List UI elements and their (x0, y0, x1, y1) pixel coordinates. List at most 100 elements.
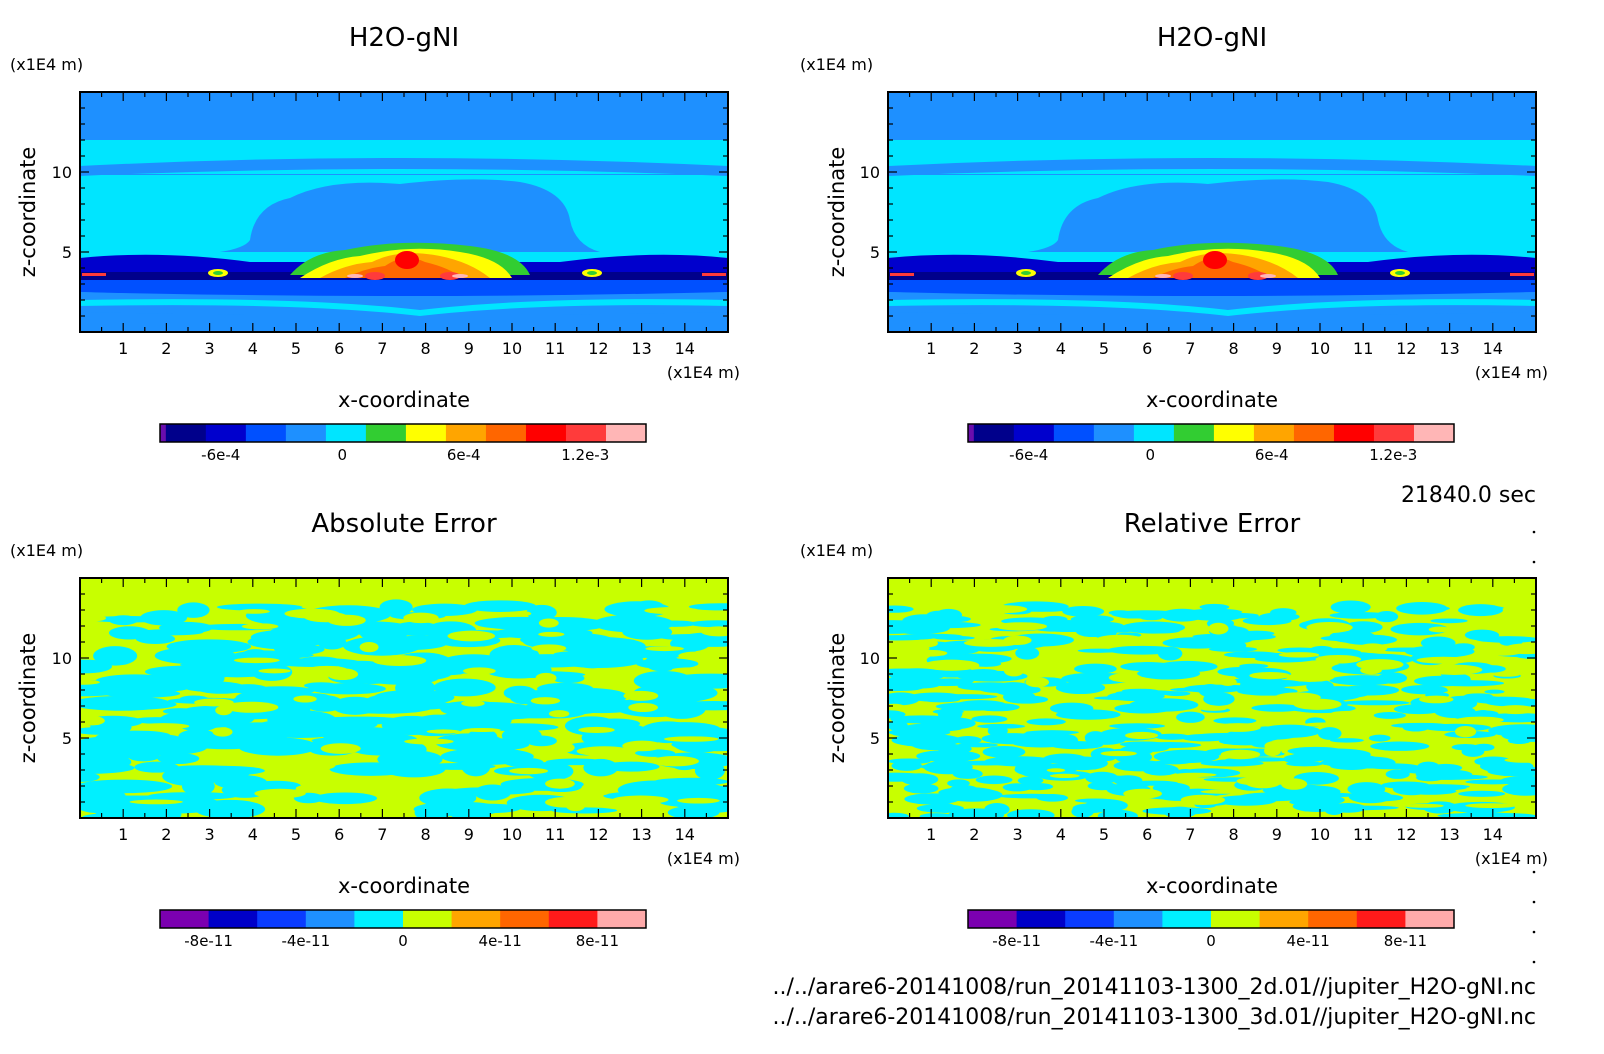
error-blob (1416, 656, 1471, 664)
error-blob (1050, 694, 1086, 703)
error-blob (295, 783, 341, 793)
x-tick-label: 3 (1013, 339, 1023, 358)
colorbar-swatch (968, 424, 975, 442)
field-region (80, 292, 728, 315)
y-unit-label: (x1E4 m) (800, 541, 873, 560)
error-blob (1095, 634, 1145, 646)
x-tick-label: 4 (1056, 825, 1066, 844)
error-blob (888, 686, 919, 692)
colorbar-tick-label: 8e-11 (576, 932, 619, 950)
x-tick-label: 4 (248, 825, 258, 844)
x-tick-label: 5 (291, 825, 301, 844)
error-blob (1180, 794, 1226, 805)
x-tick-label: 1 (926, 825, 936, 844)
x-tick-label: 9 (464, 825, 474, 844)
y-unit-label: (x1E4 m) (800, 55, 873, 74)
x-tick-label: 11 (545, 339, 565, 358)
error-blob (1503, 643, 1536, 655)
field-core (587, 271, 597, 275)
error-blob (659, 633, 721, 641)
error-blob (194, 799, 266, 818)
error-blob (420, 762, 496, 770)
y-axis-label: z-coordinate (16, 633, 40, 764)
error-blob (678, 651, 718, 661)
error-blob (575, 790, 609, 797)
colorbar-tick-label: 4e-11 (1287, 932, 1330, 950)
error-blob (1404, 645, 1475, 658)
x-tick-label: 14 (675, 825, 695, 844)
error-blob (590, 718, 641, 729)
error-blob (1108, 673, 1142, 683)
heatmap-field (888, 578, 1536, 818)
field-core (1155, 274, 1171, 278)
error-blob (1125, 731, 1159, 740)
error-blob (238, 737, 318, 756)
field-core (440, 272, 460, 280)
colorbar-swatch (1213, 424, 1255, 442)
x-tick-label: 10 (502, 339, 522, 358)
field-region (220, 179, 600, 252)
source-file-2d: ../../arare6-20141008/run_20141103-1300_… (772, 975, 1536, 1000)
x-axis-label: x-coordinate (1146, 874, 1278, 898)
error-blob (1208, 646, 1258, 652)
error-blob (1199, 603, 1230, 611)
error-blob (899, 669, 951, 677)
error-blob (1347, 782, 1386, 796)
field-region (80, 299, 728, 316)
x-tick-label: 4 (1056, 339, 1066, 358)
error-blob (923, 659, 980, 671)
error-blob (984, 803, 1010, 816)
colorbar-swatch (525, 424, 567, 442)
x-tick-label: 7 (1185, 339, 1195, 358)
colorbar-swatch (1016, 910, 1066, 928)
error-blob (80, 614, 107, 622)
colorbar-tick-label: -4e-11 (1089, 932, 1138, 950)
error-blob (372, 655, 427, 667)
colorbar-swatch (973, 424, 1015, 442)
colorbar-swatch (257, 910, 307, 928)
error-blob (258, 668, 291, 674)
colorbar-swatch (1356, 910, 1406, 928)
error-blob (983, 605, 1028, 614)
field-core (702, 273, 726, 276)
error-blob (1154, 733, 1190, 740)
error-blob (1119, 741, 1166, 748)
error-blob (538, 618, 559, 628)
x-tick-label: 14 (1483, 825, 1503, 844)
field-region (80, 280, 728, 296)
error-blob (305, 760, 336, 770)
error-blob (99, 699, 177, 710)
field-core (82, 273, 106, 276)
y-axis-label: z-coordinate (825, 147, 849, 278)
error-blob (1286, 672, 1335, 682)
error-blob (463, 667, 496, 675)
error-blob (1208, 622, 1229, 635)
y-tick-label: 10 (52, 649, 72, 668)
error-blob (157, 753, 200, 764)
colorbar-tick-label: -4e-11 (281, 932, 330, 950)
error-blob (80, 779, 173, 794)
error-blob (131, 717, 182, 724)
y-tick-label: 10 (860, 649, 880, 668)
y-axis-label: z-coordinate (825, 633, 849, 764)
error-blob (1370, 741, 1430, 751)
error-blob (1251, 727, 1300, 740)
x-tick-label: 1 (118, 339, 128, 358)
colorbar-swatch (968, 910, 1018, 928)
colorbar-swatch (160, 424, 167, 442)
colorbar-swatch (1373, 424, 1415, 442)
error-blob (920, 763, 956, 770)
error-blob (1264, 740, 1293, 751)
error-blob (1173, 772, 1217, 778)
error-blob (950, 754, 971, 762)
error-blob (645, 782, 728, 800)
error-blob (526, 735, 557, 747)
colorbar-swatch (1211, 910, 1261, 928)
colorbar-frame (159, 423, 647, 443)
panel-h2o-gni-left: H2O-gNI (x1E4 m) z-coordinate (10, 23, 740, 464)
error-blob (412, 714, 464, 734)
colorbar-swatch (165, 424, 207, 442)
error-blob (615, 644, 650, 660)
error-blob (1315, 654, 1362, 664)
y-tick-label: 5 (62, 243, 72, 262)
